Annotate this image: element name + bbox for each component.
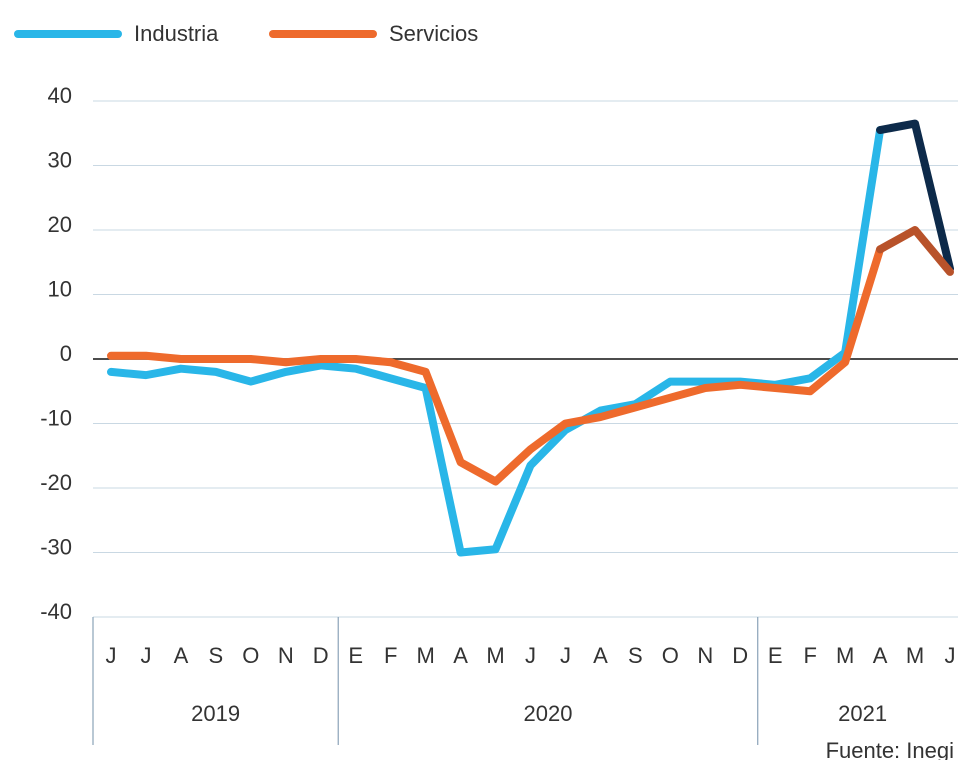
x-tick-label: F — [803, 643, 816, 668]
x-tick-label: J — [560, 643, 571, 668]
x-tick-label: M — [416, 643, 434, 668]
x-tick-label: O — [242, 643, 259, 668]
y-tick-label: -20 — [40, 470, 72, 495]
y-tick-label: 10 — [48, 276, 72, 301]
x-tick-label: M — [906, 643, 924, 668]
y-tick-label: -10 — [40, 405, 72, 430]
y-tick-label: 0 — [60, 341, 72, 366]
series-line-highlight — [876, 119, 954, 273]
series-line — [107, 126, 885, 557]
year-label: 2021 — [838, 701, 887, 726]
x-tick-label: O — [662, 643, 679, 668]
series-line-highlight — [876, 226, 954, 276]
x-tick-label: A — [873, 643, 888, 668]
x-tick-label: J — [945, 643, 956, 668]
legend-label: Industria — [134, 21, 219, 46]
y-tick-label: 40 — [48, 83, 72, 108]
x-tick-label: S — [209, 643, 224, 668]
x-tick-label: J — [525, 643, 536, 668]
x-tick-label: E — [768, 643, 783, 668]
y-tick-label: -30 — [40, 534, 72, 559]
x-tick-label: S — [628, 643, 643, 668]
x-tick-label: J — [106, 643, 117, 668]
x-tick-label: A — [593, 643, 608, 668]
y-tick-label: -40 — [40, 599, 72, 624]
x-tick-label: J — [140, 643, 151, 668]
legend-label: Servicios — [389, 21, 478, 46]
x-tick-label: D — [313, 643, 329, 668]
year-label: 2020 — [524, 701, 573, 726]
x-tick-label: E — [348, 643, 363, 668]
x-tick-label: D — [732, 643, 748, 668]
x-tick-label: A — [174, 643, 189, 668]
x-tick-label: M — [836, 643, 854, 668]
x-tick-label: N — [278, 643, 294, 668]
y-tick-label: 20 — [48, 212, 72, 237]
year-label: 2019 — [191, 701, 240, 726]
x-tick-label: F — [384, 643, 397, 668]
series-line — [107, 245, 885, 486]
x-tick-label: M — [486, 643, 504, 668]
source: Fuente: Inegi — [826, 738, 954, 760]
x-tick-label: A — [453, 643, 468, 668]
y-tick-label: 30 — [48, 147, 72, 172]
x-tick-label: N — [697, 643, 713, 668]
